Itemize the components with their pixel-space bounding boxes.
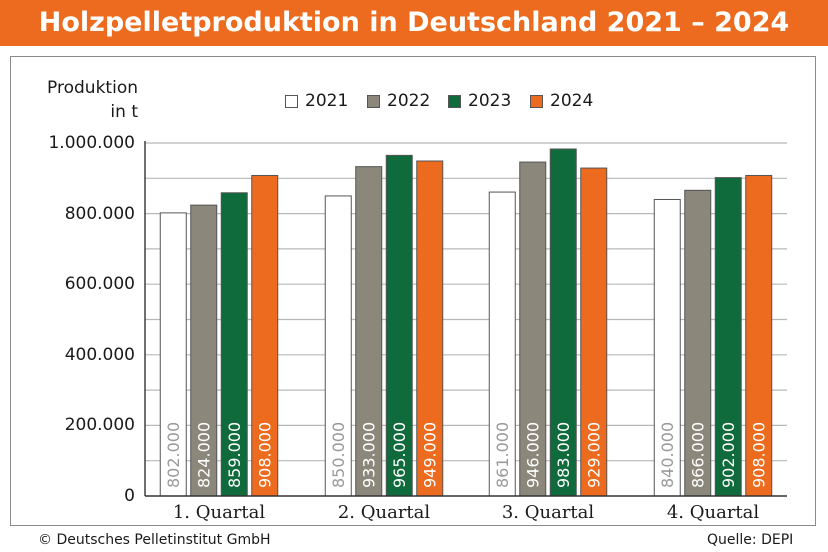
bar-value-label: 902.000 <box>719 422 738 488</box>
bar <box>488 191 516 497</box>
bar <box>324 195 352 497</box>
legend-label-2024: 2024 <box>550 91 594 111</box>
y-tick-label: 400.000 <box>64 345 135 365</box>
bar <box>549 148 577 497</box>
x-category-label: 2. Quartal <box>337 502 431 523</box>
legend-label-2023: 2023 <box>468 91 512 111</box>
bar-value-label: 983.000 <box>554 422 573 488</box>
bar-value-label: 859.000 <box>225 422 244 488</box>
bar <box>653 198 681 497</box>
bar-value-label: 824.000 <box>194 422 213 488</box>
x-category-label: 4. Quartal <box>666 502 760 523</box>
bar <box>385 154 413 497</box>
legend-label-2022: 2022 <box>387 91 431 111</box>
y-axis-label: Produktion in t <box>20 76 138 124</box>
y-tick-label: 200.000 <box>64 415 135 435</box>
legend-item-2024: 2024 <box>530 90 593 112</box>
bar-value-label: 840.000 <box>658 422 677 488</box>
bar-value-label: 802.000 <box>164 422 183 488</box>
copyright-note: © Deutsches Pelletinstitut GmbH <box>38 532 271 548</box>
source-note: Quelle: DEPI <box>707 532 794 548</box>
legend-swatch-2024 <box>530 94 543 108</box>
bar-value-label: 861.000 <box>493 422 512 488</box>
chart-frame <box>10 56 816 526</box>
legend-item-2023: 2023 <box>448 90 511 112</box>
y-tick-label: 1.000.000 <box>48 133 135 153</box>
y-tick-label: 800.000 <box>64 204 135 224</box>
chart-title: Holzpelletproduktion in Deutschland 2021… <box>38 7 790 38</box>
bar-value-label: 965.000 <box>390 422 409 488</box>
y-axis-label-line2: in t <box>110 102 138 122</box>
bar <box>220 192 248 497</box>
y-tick-label: 0 <box>124 486 135 506</box>
bar-value-label: 929.000 <box>584 422 603 488</box>
x-category-label: 3. Quartal <box>501 502 595 523</box>
bar <box>714 177 742 497</box>
bar-value-label: 866.000 <box>688 422 707 488</box>
bar <box>684 189 712 497</box>
bar <box>519 161 547 497</box>
legend-item-2021: 2021 <box>285 90 348 112</box>
bar <box>580 167 608 497</box>
bar <box>190 204 218 497</box>
bar <box>355 166 383 497</box>
legend-swatch-2022 <box>367 94 380 108</box>
bar <box>251 174 279 497</box>
legend-swatch-2023 <box>448 94 461 108</box>
bar-value-label: 949.000 <box>420 422 439 488</box>
bar-value-label: 850.000 <box>329 422 348 488</box>
legend-label-2021: 2021 <box>305 91 349 111</box>
y-axis-label-line1: Produktion <box>47 78 138 98</box>
bar <box>745 174 773 497</box>
bar-value-label: 933.000 <box>359 422 378 488</box>
title-bar <box>0 0 828 46</box>
bar-value-label: 946.000 <box>523 422 542 488</box>
bar-value-label: 908.000 <box>255 422 274 488</box>
y-tick-label: 600.000 <box>64 274 135 294</box>
legend-item-2022: 2022 <box>367 90 430 112</box>
x-category-label: 1. Quartal <box>172 502 266 523</box>
legend-swatch-2021 <box>285 94 298 108</box>
bar-value-label: 908.000 <box>749 422 768 488</box>
